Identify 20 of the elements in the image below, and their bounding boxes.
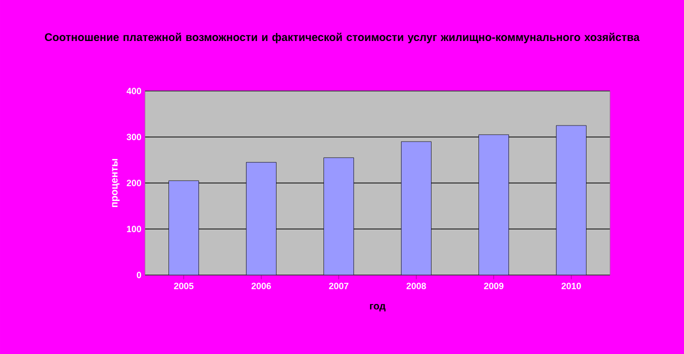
bar (556, 125, 586, 275)
y-axis-title: проценты (112, 158, 120, 208)
bar (324, 158, 354, 275)
bar (168, 180, 199, 275)
chart-title: Соотношение платежной возможности и фактической стоимости услуг жилищно-коммунального хозяйства (44, 32, 640, 44)
x-tick-label: 2005 (174, 282, 194, 290)
y-tick-label: 300 (126, 134, 142, 140)
y-tick-label: 100 (127, 226, 142, 232)
x-axis-title: год (370, 304, 386, 312)
y-tick-label: 400 (126, 88, 142, 94)
y-tick-label: 0 (136, 272, 142, 278)
y-tick-label: 200 (126, 180, 142, 186)
x-tick-label: 2007 (329, 282, 348, 290)
x-tick-label: 2006 (252, 282, 271, 290)
x-tick-label: 2010 (562, 282, 581, 290)
bar (246, 162, 276, 275)
x-tick-label: 2008 (406, 282, 426, 290)
x-tick-label: 2009 (484, 282, 504, 290)
bar (478, 134, 509, 275)
bar (401, 141, 432, 275)
